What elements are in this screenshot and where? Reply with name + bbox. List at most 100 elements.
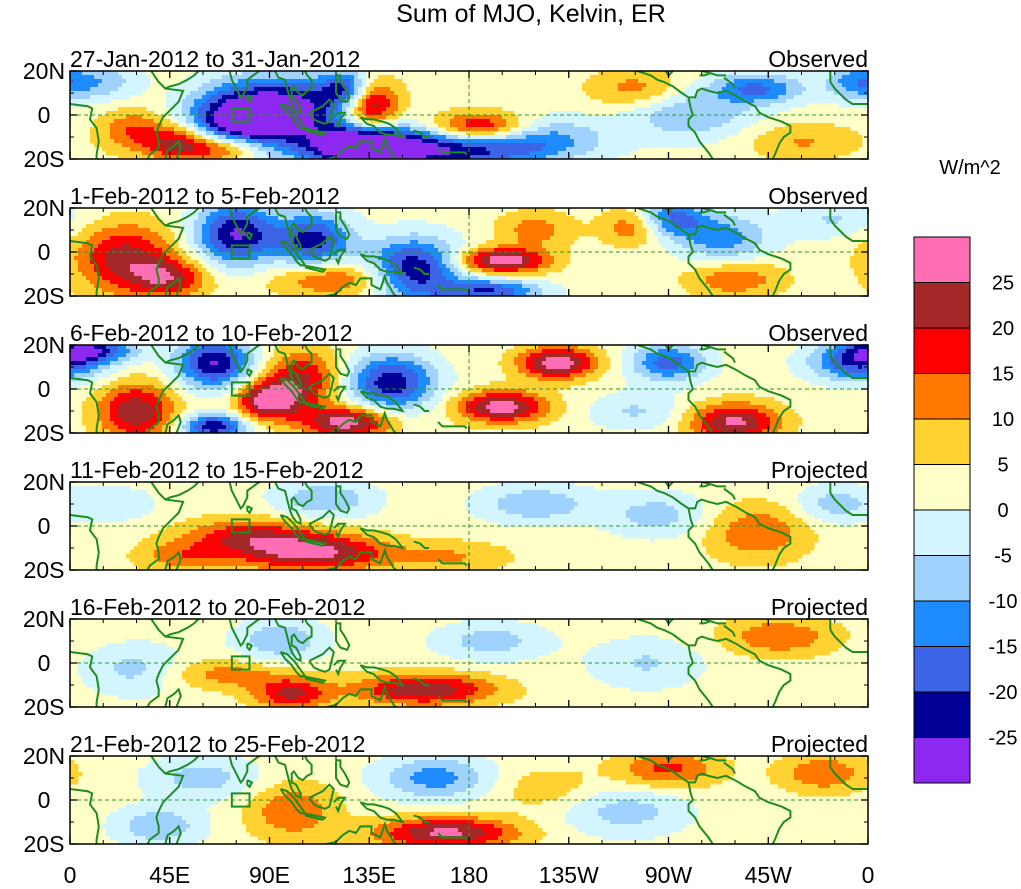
y-tick-label: 20S xyxy=(24,557,65,583)
coastline xyxy=(664,482,675,488)
colorbar-label: -15 xyxy=(989,637,1018,659)
coastline xyxy=(308,372,335,399)
coastline xyxy=(829,81,868,105)
coastline xyxy=(164,276,182,296)
coastline xyxy=(308,98,335,125)
coastline xyxy=(333,111,347,129)
coastline xyxy=(140,482,185,570)
colorbar-label: -10 xyxy=(989,591,1018,613)
colorbar-unit-label: W/m^2 xyxy=(939,157,1001,179)
coastline xyxy=(164,619,200,638)
coastline xyxy=(699,209,711,214)
colorbar-label: 10 xyxy=(992,409,1014,431)
coastline xyxy=(723,76,736,90)
y-tick-label: 20N xyxy=(23,743,65,769)
panel-status: Projected xyxy=(771,731,868,757)
coastline xyxy=(829,629,868,653)
panel-5: 20N 0 20S 16-Feb-2012 to 20-Feb-2012 Project… xyxy=(23,594,869,720)
coastline xyxy=(699,756,727,762)
coastline xyxy=(664,71,675,77)
coastline xyxy=(687,371,714,433)
y-tick-label: 20S xyxy=(24,146,65,172)
coastline xyxy=(335,348,351,378)
panel-date-range: 1-Feb-2012 to 5-Feb-2012 xyxy=(70,183,340,209)
coastline xyxy=(636,619,792,707)
y-tick-label: 0 xyxy=(38,650,51,676)
coastline xyxy=(636,208,792,296)
coastline xyxy=(829,218,868,242)
coastline xyxy=(273,482,313,526)
x-tick-label: 0 xyxy=(862,862,875,888)
coastline xyxy=(273,345,313,389)
x-axis: 0 45E 90E 135E 180 135W 90W 45W 0 xyxy=(64,862,875,888)
x-tick-label: 180 xyxy=(450,862,488,888)
coastline xyxy=(359,253,406,276)
panel-status: Projected xyxy=(771,594,868,620)
coastline xyxy=(636,482,792,570)
coastline xyxy=(140,619,185,707)
coastline xyxy=(164,824,182,844)
colorbar-swatch xyxy=(913,555,971,602)
panel-1: 20N 0 20S 27-Jan-2012 to 31-Jan-2012 Observe… xyxy=(23,46,869,172)
coastline xyxy=(308,783,335,810)
y-tick-label: 20S xyxy=(24,694,65,720)
y-tick-label: 20N xyxy=(23,469,65,495)
coastline xyxy=(359,390,406,413)
coastline xyxy=(664,345,675,351)
coastline xyxy=(359,801,406,824)
coastline xyxy=(335,74,351,104)
coastline xyxy=(699,346,711,351)
colorbar-label: -5 xyxy=(994,546,1012,568)
y-tick-label: 20N xyxy=(23,606,65,632)
coastlines xyxy=(70,756,868,844)
coastline xyxy=(699,483,711,488)
colorbar-swatch xyxy=(913,282,971,329)
coastline xyxy=(70,377,100,433)
coastline xyxy=(228,71,262,100)
colorbar-label: 25 xyxy=(992,273,1014,295)
chart-title: Sum of MJO, Kelvin, ER xyxy=(396,0,666,28)
coastline xyxy=(228,208,262,237)
coastline xyxy=(279,651,307,678)
colorbar: W/m^2 25 20 15 10 5 0 -5 -10 -15 -20 -25 xyxy=(913,157,1018,784)
coastline xyxy=(70,651,100,707)
y-tick-label: 0 xyxy=(38,102,51,128)
x-tick-label: 135E xyxy=(342,862,396,888)
x-tick-label: 90E xyxy=(249,862,290,888)
coastline xyxy=(687,782,714,844)
coastline xyxy=(699,208,727,214)
coastline xyxy=(699,620,711,625)
panel-date-range: 6-Feb-2012 to 10-Feb-2012 xyxy=(70,320,353,346)
panel-date-range: 21-Feb-2012 to 25-Feb-2012 xyxy=(70,731,365,757)
y-tick-label: 20N xyxy=(23,195,65,221)
coastline xyxy=(687,97,714,159)
coastline xyxy=(636,71,792,159)
coastline xyxy=(333,385,347,403)
coastline xyxy=(437,558,468,567)
colorbar-swatch xyxy=(913,600,971,647)
coastline xyxy=(279,514,307,541)
panel-status: Projected xyxy=(771,457,868,483)
coastline xyxy=(164,139,182,159)
coastline xyxy=(164,687,182,707)
coastline xyxy=(437,421,468,430)
y-tick-label: 20N xyxy=(23,58,65,84)
y-tick-label: 20S xyxy=(24,420,65,446)
coastline xyxy=(687,508,714,570)
panel-date-range: 16-Feb-2012 to 20-Feb-2012 xyxy=(70,594,365,620)
coastlines xyxy=(70,208,868,296)
colorbar-swatch xyxy=(913,327,971,374)
coastline xyxy=(246,231,254,241)
coastline xyxy=(723,761,736,775)
colorbar-swatch xyxy=(913,691,971,738)
coastline xyxy=(723,487,736,501)
coastline xyxy=(140,756,185,844)
y-tick-label: 20S xyxy=(24,283,65,309)
coastline xyxy=(302,401,327,410)
panel-status: Observed xyxy=(768,183,868,209)
colorbar-label: -25 xyxy=(989,728,1018,750)
coastline xyxy=(413,677,430,686)
coastline xyxy=(246,368,254,378)
coastline xyxy=(636,756,792,844)
